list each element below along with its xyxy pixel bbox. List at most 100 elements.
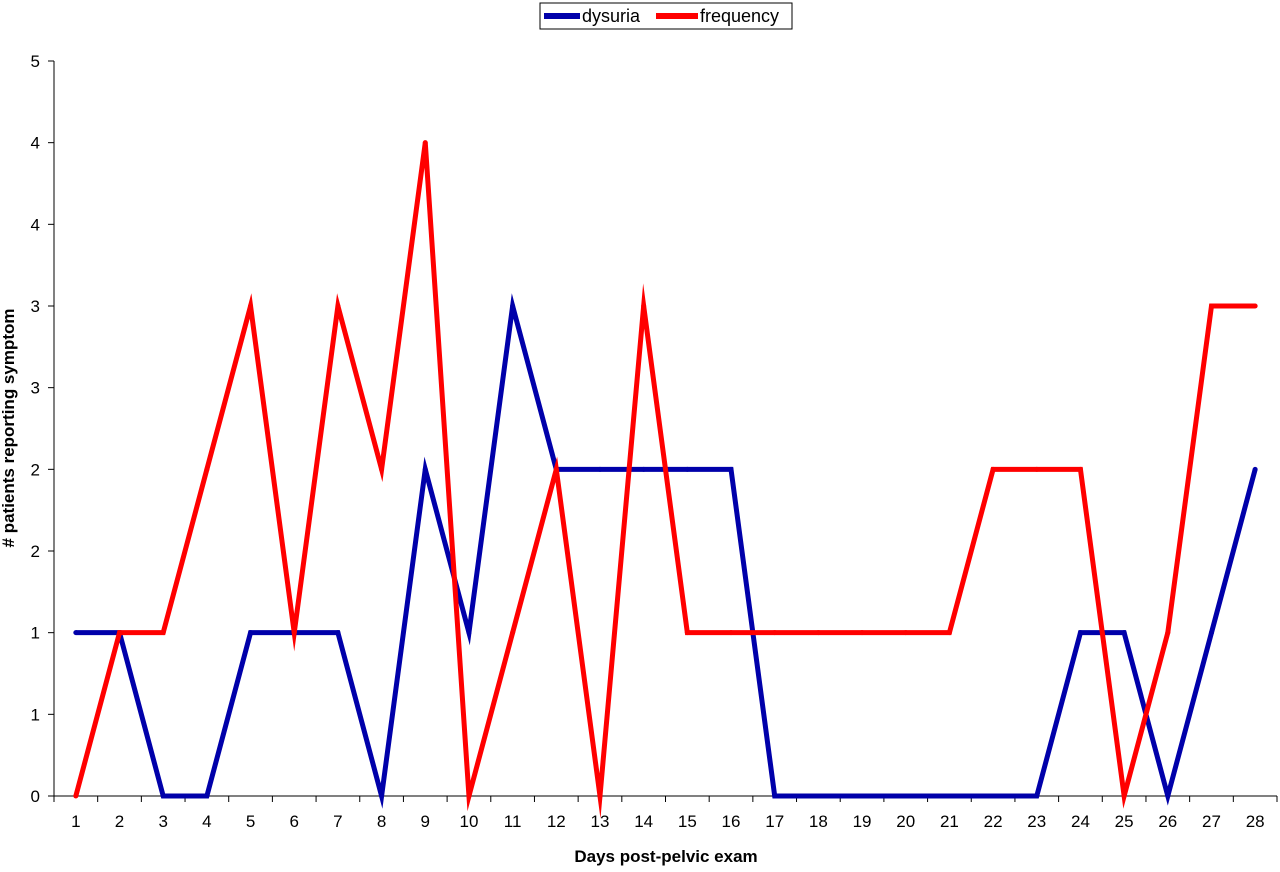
series-line-dysuria bbox=[75, 293, 1258, 809]
data-point-frequency bbox=[335, 303, 341, 309]
x-tick-label: 15 bbox=[678, 812, 697, 831]
data-point-frequency bbox=[466, 793, 472, 799]
x-tick-label: 22 bbox=[984, 812, 1003, 831]
x-ticks: 1 2 3 4 5 6 7 8 9 10 11 12 13 14 15 16 17 18 19 20 21 22 23 24 2… bbox=[53, 796, 1278, 831]
x-tick-label: 26 bbox=[1158, 812, 1177, 831]
data-point-dysuria bbox=[990, 793, 996, 799]
data-point-dysuria bbox=[946, 793, 952, 799]
data-point-dysuria bbox=[422, 466, 428, 472]
x-tick-label: 27 bbox=[1202, 812, 1221, 831]
data-point-frequency bbox=[553, 466, 559, 472]
data-point-frequency bbox=[641, 303, 647, 309]
data-point-frequency bbox=[1165, 630, 1171, 636]
y-tick-label: 2 bbox=[31, 460, 40, 479]
data-point-dysuria bbox=[1252, 466, 1258, 472]
x-tick-label: 5 bbox=[246, 812, 255, 831]
legend-label-frequency: frequency bbox=[700, 6, 779, 26]
x-tick-label: 9 bbox=[421, 812, 430, 831]
x-tick-label: 6 bbox=[289, 812, 298, 831]
plot-series bbox=[73, 140, 1258, 819]
y-axis-title: # patients reporting symptom bbox=[0, 309, 18, 548]
x-tick-label: 4 bbox=[202, 812, 211, 831]
x-tick-label: 7 bbox=[333, 812, 342, 831]
data-point-frequency bbox=[117, 630, 123, 636]
data-point-dysuria bbox=[772, 793, 778, 799]
y-tick-label: 0 bbox=[31, 787, 40, 806]
data-point-frequency bbox=[1208, 303, 1214, 309]
data-point-dysuria bbox=[510, 303, 516, 309]
y-tick-label: 1 bbox=[31, 624, 40, 643]
x-tick-label: 16 bbox=[722, 812, 741, 831]
x-tick-label: 24 bbox=[1071, 812, 1090, 831]
x-tick-label: 3 bbox=[158, 812, 167, 831]
data-point-dysuria bbox=[335, 630, 341, 636]
data-point-dysuria bbox=[1121, 630, 1127, 636]
x-tick-label: 2 bbox=[115, 812, 124, 831]
y-tick-label: 4 bbox=[31, 134, 40, 153]
y-tick-label: 4 bbox=[31, 215, 40, 234]
y-ticks: 0 1 1 2 2 3 3 4 4 5 bbox=[31, 52, 54, 806]
data-point-dysuria bbox=[379, 793, 385, 799]
data-point-frequency bbox=[160, 630, 166, 636]
data-point-frequency bbox=[422, 140, 428, 146]
data-point-frequency bbox=[597, 793, 603, 799]
data-point-dysuria bbox=[204, 793, 210, 799]
y-tick-label: 2 bbox=[31, 542, 40, 561]
data-point-frequency bbox=[772, 630, 778, 636]
x-tick-label: 13 bbox=[591, 812, 610, 831]
data-point-dysuria bbox=[1077, 630, 1083, 636]
data-point-dysuria bbox=[641, 466, 647, 472]
legend-label-dysuria: dysuria bbox=[582, 6, 641, 26]
legend: dysuria frequency bbox=[539, 2, 793, 30]
x-tick-label: 8 bbox=[377, 812, 386, 831]
data-point-frequency bbox=[728, 630, 734, 636]
data-point-dysuria bbox=[684, 466, 690, 472]
data-point-frequency bbox=[1252, 303, 1258, 309]
data-point-frequency bbox=[204, 466, 210, 472]
data-point-dysuria bbox=[903, 793, 909, 799]
data-point-dysuria bbox=[466, 630, 472, 636]
data-point-dysuria bbox=[597, 466, 603, 472]
x-tick-label: 14 bbox=[634, 812, 653, 831]
data-point-dysuria bbox=[1165, 793, 1171, 799]
data-point-frequency bbox=[859, 630, 865, 636]
data-point-dysuria bbox=[160, 793, 166, 799]
data-point-frequency bbox=[684, 630, 690, 636]
data-point-frequency bbox=[510, 630, 516, 636]
x-tick-label: 21 bbox=[940, 812, 959, 831]
data-point-frequency bbox=[248, 303, 254, 309]
x-tick-label: 28 bbox=[1246, 812, 1265, 831]
x-tick-label: 10 bbox=[459, 812, 478, 831]
y-tick-label: 5 bbox=[31, 52, 40, 71]
data-point-dysuria bbox=[859, 793, 865, 799]
data-point-frequency bbox=[379, 466, 385, 472]
x-tick-label: 17 bbox=[765, 812, 784, 831]
data-point-frequency bbox=[990, 466, 996, 472]
x-tick-label: 25 bbox=[1115, 812, 1134, 831]
data-point-frequency bbox=[73, 793, 79, 799]
x-tick-label: 18 bbox=[809, 812, 828, 831]
data-point-dysuria bbox=[248, 630, 254, 636]
data-point-dysuria bbox=[728, 466, 734, 472]
series-line-frequency bbox=[73, 142, 1256, 819]
x-tick-label: 12 bbox=[547, 812, 566, 831]
data-point-dysuria bbox=[1208, 630, 1214, 636]
y-tick-label: 1 bbox=[31, 705, 40, 724]
data-point-frequency bbox=[291, 630, 297, 636]
data-point-frequency bbox=[815, 630, 821, 636]
data-point-dysuria bbox=[815, 793, 821, 799]
x-axis-title: Days post-pelvic exam bbox=[574, 847, 757, 866]
data-point-frequency bbox=[1121, 793, 1127, 799]
x-tick-label: 11 bbox=[504, 812, 522, 831]
data-point-frequency bbox=[903, 630, 909, 636]
y-tick-label: 3 bbox=[31, 297, 40, 316]
x-tick-label: 1 bbox=[71, 812, 80, 831]
data-point-dysuria bbox=[1034, 793, 1040, 799]
data-point-frequency bbox=[1077, 466, 1083, 472]
data-point-dysuria bbox=[73, 630, 79, 636]
data-point-frequency bbox=[1034, 466, 1040, 472]
x-tick-label: 20 bbox=[896, 812, 915, 831]
x-tick-label: 19 bbox=[853, 812, 872, 831]
